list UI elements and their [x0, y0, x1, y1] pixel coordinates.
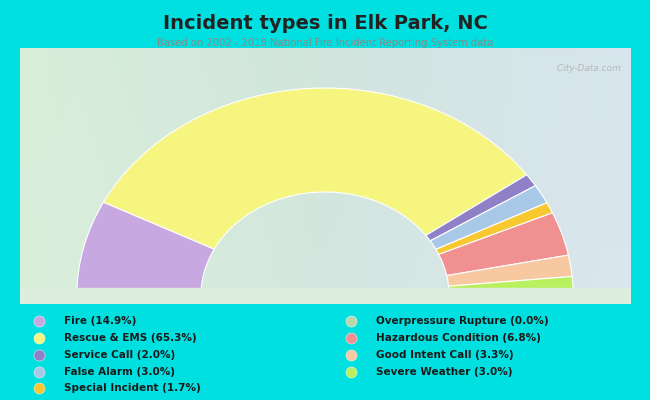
Bar [20, 288, 630, 312]
Wedge shape [439, 213, 568, 276]
Wedge shape [448, 276, 573, 296]
Text: Rescue & EMS (65.3%): Rescue & EMS (65.3%) [64, 333, 196, 343]
Text: Special Incident (1.7%): Special Incident (1.7%) [64, 384, 200, 394]
Text: Overpressure Rupture (0.0%): Overpressure Rupture (0.0%) [376, 316, 549, 326]
Text: Service Call (2.0%): Service Call (2.0%) [64, 350, 175, 360]
Text: Based on 2002 - 2018 National Fire Incident Reporting System data: Based on 2002 - 2018 National Fire Incid… [157, 38, 493, 48]
Wedge shape [77, 202, 214, 296]
Wedge shape [430, 186, 547, 249]
Text: Incident types in Elk Park, NC: Incident types in Elk Park, NC [162, 14, 488, 33]
Text: Hazardous Condition (6.8%): Hazardous Condition (6.8%) [376, 333, 541, 343]
Wedge shape [447, 255, 572, 286]
Text: False Alarm (3.0%): False Alarm (3.0%) [64, 367, 175, 377]
Text: Fire (14.9%): Fire (14.9%) [64, 316, 136, 326]
Wedge shape [436, 203, 552, 254]
Text: Severe Weather (3.0%): Severe Weather (3.0%) [376, 367, 512, 377]
Wedge shape [103, 88, 526, 249]
Wedge shape [426, 175, 536, 241]
Text: City-Data.com: City-Data.com [554, 64, 621, 73]
Text: Good Intent Call (3.3%): Good Intent Call (3.3%) [376, 350, 514, 360]
